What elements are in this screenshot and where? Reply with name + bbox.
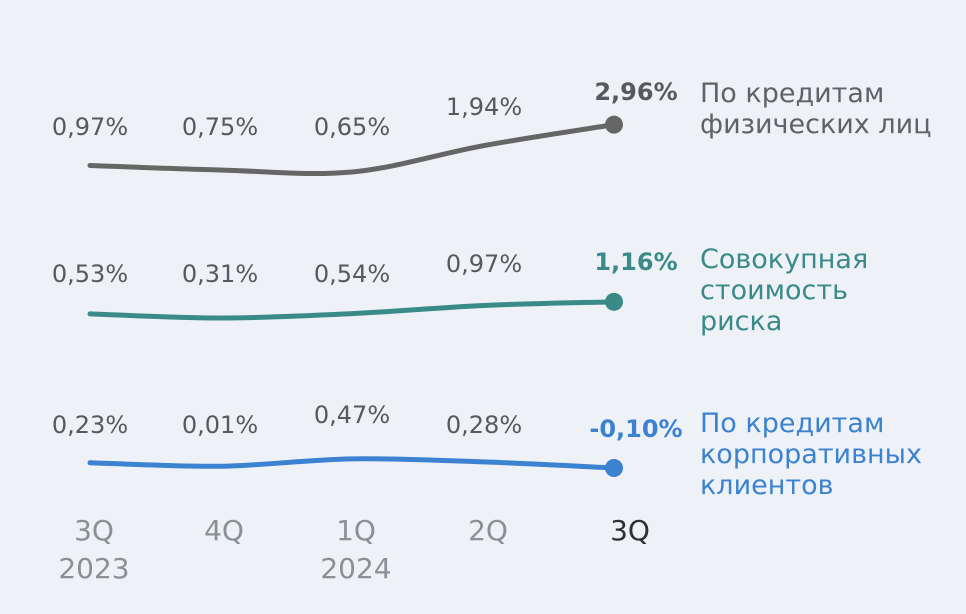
x-tick-label-4: 3Q — [610, 514, 650, 547]
data-label-2-2: 0,47% — [314, 401, 390, 429]
x-tick-label-2: 1Q — [336, 514, 376, 547]
data-label-0-2: 0,65% — [314, 113, 390, 141]
series-line-0 — [87, 122, 617, 177]
x-tick-year-0: 2023 — [58, 552, 129, 585]
x-tick-year-2: 2024 — [320, 552, 391, 585]
series-endpoint-1 — [605, 292, 623, 311]
data-label-1-4: 1,16% — [594, 248, 677, 276]
series-endpoint-0 — [605, 115, 623, 134]
series-line-1 — [87, 299, 617, 321]
series-label-corporate: По кредитам корпоративных клиентов — [700, 408, 922, 501]
data-label-1-1: 0,31% — [182, 260, 258, 288]
data-label-1-2: 0,54% — [314, 260, 390, 288]
series-line-2 — [87, 456, 617, 471]
data-label-0-4: 2,96% — [594, 78, 677, 106]
data-label-0-0: 0,97% — [52, 113, 128, 141]
data-label-2-1: 0,01% — [182, 411, 258, 439]
data-label-0-3: 1,94% — [446, 93, 522, 121]
x-tick-label-3: 2Q — [468, 514, 508, 547]
data-label-1-0: 0,53% — [52, 260, 128, 288]
data-label-0-1: 0,75% — [182, 113, 258, 141]
data-label-2-0: 0,23% — [52, 411, 128, 439]
series-endpoint-2 — [605, 459, 623, 477]
x-tick-label-0: 3Q — [74, 514, 114, 547]
x-tick-label-1: 4Q — [204, 514, 244, 547]
data-label-2-3: 0,28% — [446, 411, 522, 439]
series-label-total-cost-of-risk: Совокупная стоимость риска — [700, 244, 869, 337]
data-label-1-3: 0,97% — [446, 250, 522, 278]
data-label-2-4: -0,10% — [589, 415, 682, 443]
series-label-retail: По кредитам физических лиц — [700, 78, 932, 140]
